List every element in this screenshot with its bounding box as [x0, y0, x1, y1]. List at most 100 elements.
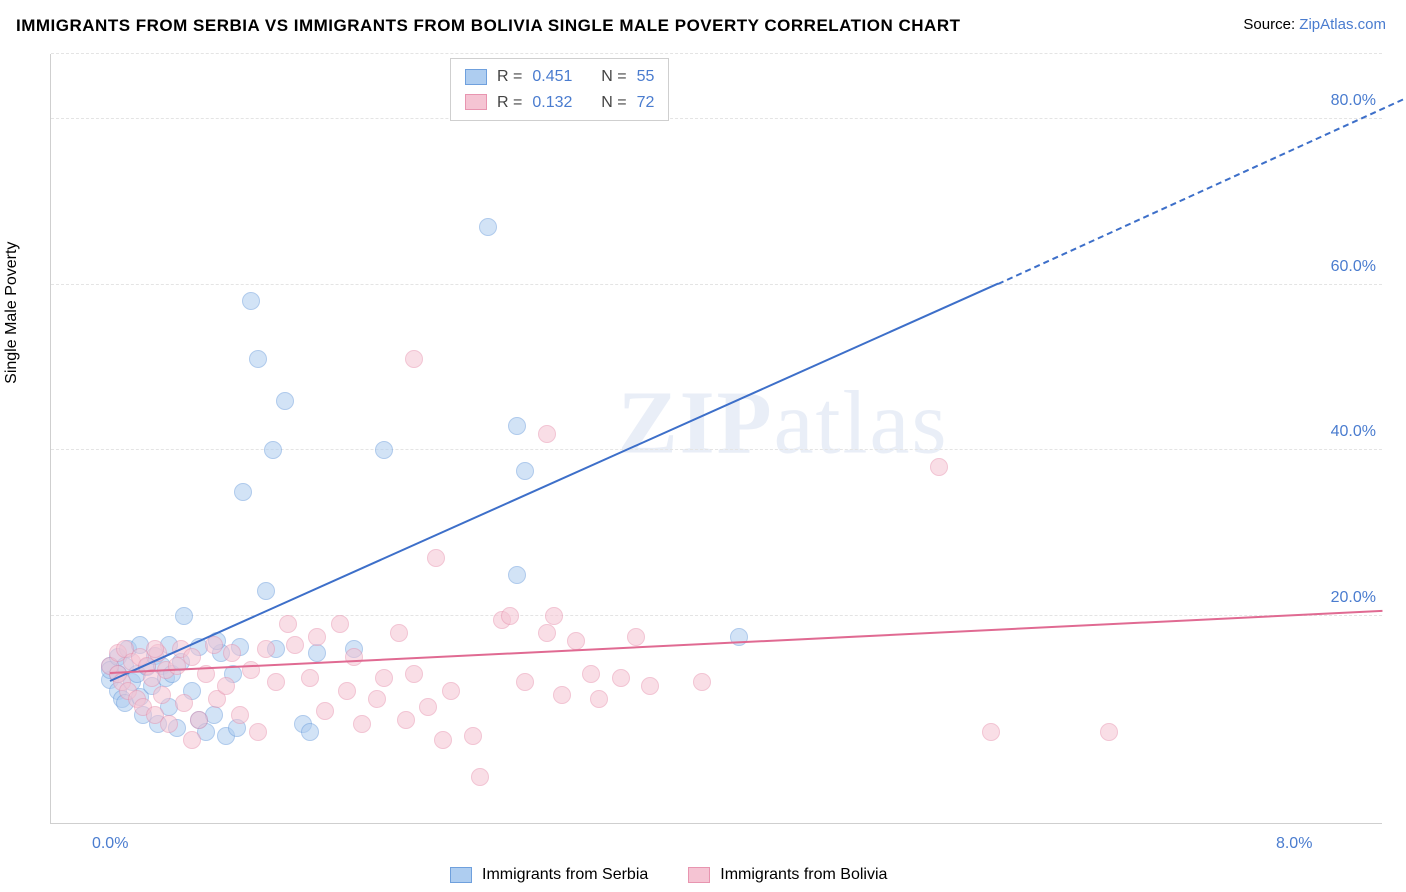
scatter-point-bolivia — [538, 425, 556, 443]
x-tick-label: 0.0% — [92, 835, 128, 853]
scatter-point-bolivia — [471, 768, 489, 786]
scatter-point-bolivia — [301, 669, 319, 687]
scatter-point-bolivia — [205, 636, 223, 654]
scatter-point-bolivia — [375, 669, 393, 687]
r-label: R = — [497, 64, 522, 90]
n-label: N = — [601, 64, 626, 90]
watermark-rest: atlas — [774, 374, 949, 473]
source-link[interactable]: ZipAtlas.com — [1299, 16, 1386, 33]
x-tick-label: 8.0% — [1276, 835, 1312, 853]
legend-item-serbia: Immigrants from Serbia — [450, 866, 648, 884]
scatter-point-bolivia — [982, 723, 1000, 741]
scatter-point-bolivia — [183, 731, 201, 749]
scatter-point-bolivia — [267, 673, 285, 691]
swatch-serbia — [450, 867, 472, 883]
y-tick-label: 40.0% — [1331, 423, 1376, 441]
scatter-point-bolivia — [338, 682, 356, 700]
scatter-point-serbia — [375, 441, 393, 459]
scatter-point-serbia — [257, 582, 275, 600]
scatter-point-bolivia — [434, 731, 452, 749]
r-value-serbia: 0.451 — [532, 64, 572, 90]
chart-title: IMMIGRANTS FROM SERBIA VS IMMIGRANTS FRO… — [16, 16, 961, 36]
y-tick-label: 60.0% — [1331, 258, 1376, 276]
scatter-point-bolivia — [175, 694, 193, 712]
scatter-point-bolivia — [316, 702, 334, 720]
scatter-point-bolivia — [217, 677, 235, 695]
scatter-point-serbia — [301, 723, 319, 741]
scatter-point-bolivia — [146, 640, 164, 658]
y-tick-label: 20.0% — [1331, 589, 1376, 607]
watermark: ZIPatlas — [618, 372, 949, 475]
scatter-point-serbia — [479, 218, 497, 236]
scatter-point-bolivia — [397, 711, 415, 729]
stats-row-serbia: R = 0.451 N = 55 — [465, 64, 654, 90]
gridline-h — [51, 118, 1382, 119]
scatter-point-bolivia — [419, 698, 437, 716]
scatter-point-bolivia — [331, 615, 349, 633]
legend-label-bolivia: Immigrants from Bolivia — [720, 866, 887, 884]
scatter-point-bolivia — [553, 686, 571, 704]
swatch-bolivia — [688, 867, 710, 883]
n-value-bolivia: 72 — [637, 90, 655, 116]
scatter-point-bolivia — [249, 723, 267, 741]
scatter-point-bolivia — [345, 648, 363, 666]
gridline-h — [51, 449, 1382, 450]
watermark-bold: ZIP — [618, 374, 774, 473]
scatter-point-bolivia — [231, 706, 249, 724]
series-legend: Immigrants from Serbia Immigrants from B… — [450, 866, 887, 884]
stats-legend: R = 0.451 N = 55 R = 0.132 N = 72 — [450, 58, 669, 121]
scatter-point-bolivia — [279, 615, 297, 633]
y-tick-label: 80.0% — [1331, 92, 1376, 110]
scatter-point-bolivia — [1100, 723, 1118, 741]
source-prefix: Source: — [1243, 16, 1299, 33]
scatter-point-serbia — [242, 292, 260, 310]
scatter-point-serbia — [264, 441, 282, 459]
scatter-point-serbia — [175, 607, 193, 625]
scatter-point-bolivia — [286, 636, 304, 654]
scatter-point-bolivia — [405, 665, 423, 683]
swatch-serbia — [465, 69, 487, 85]
scatter-point-bolivia — [427, 549, 445, 567]
trendline — [998, 94, 1406, 285]
scatter-point-bolivia — [612, 669, 630, 687]
scatter-point-bolivia — [641, 677, 659, 695]
y-axis-label: Single Male Poverty — [3, 242, 21, 384]
gridline-h — [51, 284, 1382, 285]
scatter-point-bolivia — [582, 665, 600, 683]
scatter-point-bolivia — [501, 607, 519, 625]
scatter-point-serbia — [308, 644, 326, 662]
legend-item-bolivia: Immigrants from Bolivia — [688, 866, 887, 884]
r-label: R = — [497, 90, 522, 116]
scatter-point-bolivia — [308, 628, 326, 646]
scatter-point-bolivia — [930, 458, 948, 476]
scatter-point-bolivia — [223, 644, 241, 662]
r-value-bolivia: 0.132 — [532, 90, 572, 116]
scatter-point-serbia — [249, 350, 267, 368]
scatter-point-bolivia — [405, 350, 423, 368]
scatter-point-serbia — [276, 392, 294, 410]
scatter-point-bolivia — [516, 673, 534, 691]
n-label: N = — [601, 90, 626, 116]
scatter-point-serbia — [508, 417, 526, 435]
scatter-point-serbia — [516, 462, 534, 480]
scatter-point-bolivia — [353, 715, 371, 733]
swatch-bolivia — [465, 94, 487, 110]
scatter-point-bolivia — [567, 632, 585, 650]
scatter-point-bolivia — [464, 727, 482, 745]
scatter-point-bolivia — [190, 711, 208, 729]
scatter-point-bolivia — [368, 690, 386, 708]
scatter-point-bolivia — [153, 686, 171, 704]
plot-area: ZIPatlas 20.0%40.0%60.0%80.0%0.0%8.0% — [50, 54, 1382, 824]
scatter-point-bolivia — [183, 648, 201, 666]
scatter-point-bolivia — [693, 673, 711, 691]
legend-label-serbia: Immigrants from Serbia — [482, 866, 648, 884]
scatter-point-bolivia — [590, 690, 608, 708]
stats-row-bolivia: R = 0.132 N = 72 — [465, 90, 654, 116]
scatter-point-bolivia — [257, 640, 275, 658]
scatter-point-bolivia — [442, 682, 460, 700]
scatter-point-bolivia — [627, 628, 645, 646]
scatter-point-bolivia — [160, 715, 178, 733]
source-label: Source: ZipAtlas.com — [1243, 16, 1386, 33]
scatter-point-bolivia — [390, 624, 408, 642]
scatter-point-serbia — [234, 483, 252, 501]
